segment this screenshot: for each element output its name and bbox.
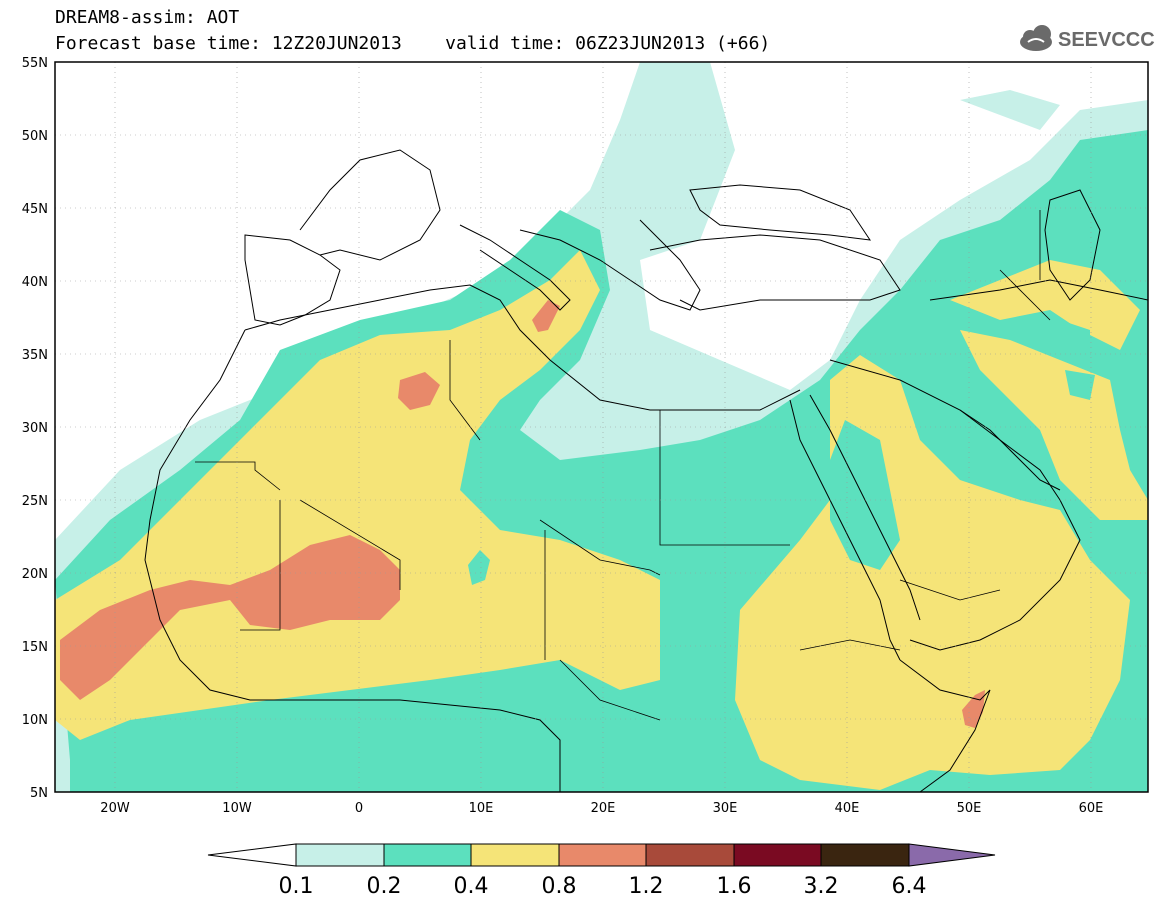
colorbar-label: 0.1 xyxy=(279,874,314,899)
colorbar-bin xyxy=(733,843,822,867)
lat-label: 55N xyxy=(22,56,48,71)
country-borders xyxy=(195,210,1051,721)
cloud-icon xyxy=(1020,25,1052,51)
lon-label: 10E xyxy=(469,801,494,816)
colorbar-legend: 0.1 0.2 0.4 0.8 1.2 1.6 3.2 6.4 xyxy=(207,843,996,899)
map-frame xyxy=(54,61,1149,793)
lat-label: 50N xyxy=(22,129,48,144)
lon-label: 20E xyxy=(591,801,616,816)
lat-label: 35N xyxy=(22,348,48,363)
colorbar-label: 3.2 xyxy=(804,874,839,899)
colorbar-label: 0.8 xyxy=(542,874,577,899)
colorbar-bin xyxy=(645,843,735,867)
coastlines xyxy=(144,149,1148,792)
lon-label: 50E xyxy=(957,801,982,816)
lat-label: 15N xyxy=(22,640,48,655)
colorbar-under-triangle xyxy=(207,843,297,867)
lat-labels: 55N 50N 45N 40N 35N 30N 25N 20N 15N 10N … xyxy=(22,56,48,801)
seevccc-logo: SEEVCCC xyxy=(1016,24,1156,54)
colorbar-bin xyxy=(820,843,910,867)
lon-label: 30E xyxy=(713,801,738,816)
lat-label: 45N xyxy=(22,202,48,217)
colorbar-label: 1.2 xyxy=(629,874,664,899)
colorbar-label: 0.2 xyxy=(367,874,402,899)
colorbar-bin xyxy=(470,843,560,867)
lat-label: 20N xyxy=(22,567,48,582)
colorbar-bin xyxy=(383,843,472,867)
map-title: DREAM8-assim: AOT xyxy=(55,7,240,28)
colorbar-bin xyxy=(558,843,647,867)
lat-label: 30N xyxy=(22,421,48,436)
lon-label: 40E xyxy=(835,801,860,816)
logo-text: SEEVCCC xyxy=(1058,29,1155,51)
colorbar-over-triangle xyxy=(908,843,996,867)
map-time-info: Forecast base time: 12Z20JUN2013 valid t… xyxy=(55,33,771,54)
lat-label: 10N xyxy=(22,713,48,728)
graticule xyxy=(55,62,1148,792)
colorbar-label: 1.6 xyxy=(717,874,752,899)
colorbar-label: 0.4 xyxy=(454,874,489,899)
aot-contour-0.2-holes xyxy=(468,320,1095,585)
lon-label: 10W xyxy=(222,801,252,816)
lon-label: 0 xyxy=(355,801,363,816)
colorbar-bin xyxy=(295,843,385,867)
lat-label: 40N xyxy=(22,275,48,290)
lat-label: 5N xyxy=(30,786,48,801)
lon-label: 60E xyxy=(1079,801,1104,816)
lon-label: 20W xyxy=(100,801,130,816)
colorbar-label: 6.4 xyxy=(892,874,927,899)
lon-labels: 20W 10W 0 10E 20E 30E 40E 50E 60E xyxy=(100,801,1103,816)
lat-label: 25N xyxy=(22,494,48,509)
